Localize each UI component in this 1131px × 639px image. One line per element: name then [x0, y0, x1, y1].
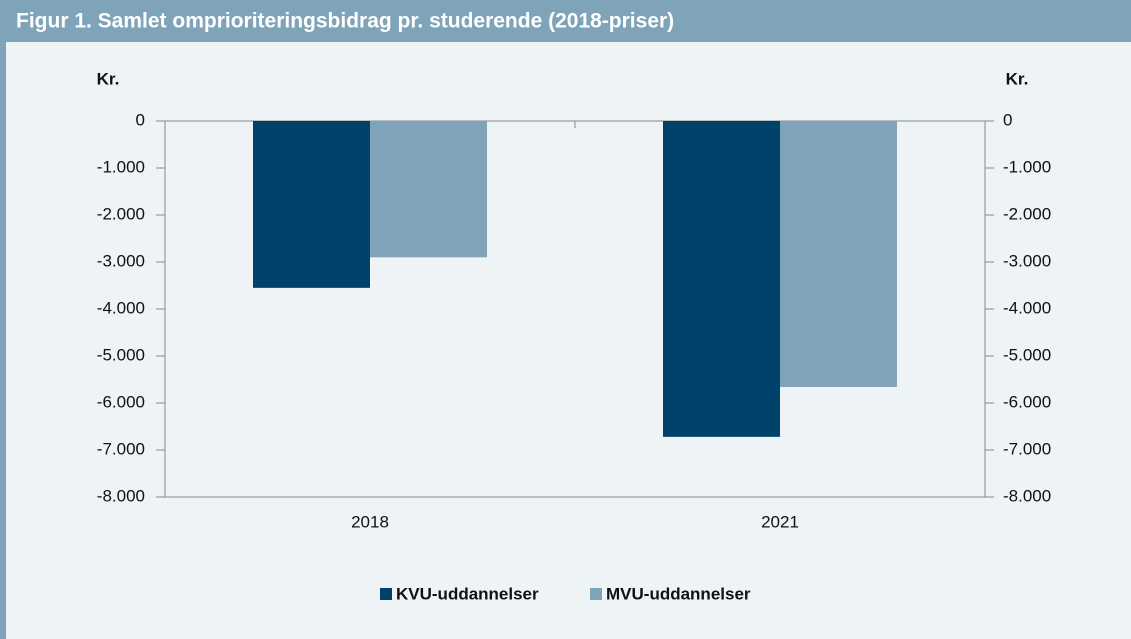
- left-border: [0, 42, 6, 639]
- x-tick-label: 2021: [761, 512, 799, 531]
- y-tick-label: -6.000: [97, 392, 145, 411]
- y2-tick-label: -1.000: [1003, 157, 1051, 176]
- legend-label: KVU-uddannelser: [396, 584, 539, 603]
- y2-tick-label: 0: [1003, 110, 1012, 129]
- bar: [253, 121, 370, 288]
- y-tick-label: -8.000: [97, 486, 145, 505]
- y2-tick-label: -2.000: [1003, 204, 1051, 223]
- y-tick-label: -2.000: [97, 204, 145, 223]
- y-tick-label: -7.000: [97, 439, 145, 458]
- y-tick-label: -3.000: [97, 251, 145, 270]
- y2-axis-label: Kr.: [1006, 69, 1029, 88]
- y2-tick-label: -6.000: [1003, 392, 1051, 411]
- y-tick-label: -1.000: [97, 157, 145, 176]
- y-tick-label: -4.000: [97, 298, 145, 317]
- y2-tick-label: -7.000: [1003, 439, 1051, 458]
- x-tick-label: 2018: [351, 512, 389, 531]
- y2-tick-label: -8.000: [1003, 486, 1051, 505]
- y-tick-label: 0: [136, 110, 145, 129]
- y-tick-label: -5.000: [97, 345, 145, 364]
- bar: [663, 121, 780, 437]
- y2-tick-label: -4.000: [1003, 298, 1051, 317]
- y-axis-label: Kr.: [97, 69, 120, 88]
- legend-swatch: [380, 588, 392, 600]
- legend-swatch: [590, 588, 602, 600]
- header-band: [0, 0, 1131, 42]
- bar: [780, 121, 897, 388]
- bar: [370, 121, 487, 258]
- legend-label: MVU-uddannelser: [606, 584, 751, 603]
- chart-title: Figur 1. Samlet omprioriteringsbidrag pr…: [16, 10, 674, 33]
- y2-tick-label: -5.000: [1003, 345, 1051, 364]
- y2-tick-label: -3.000: [1003, 251, 1051, 270]
